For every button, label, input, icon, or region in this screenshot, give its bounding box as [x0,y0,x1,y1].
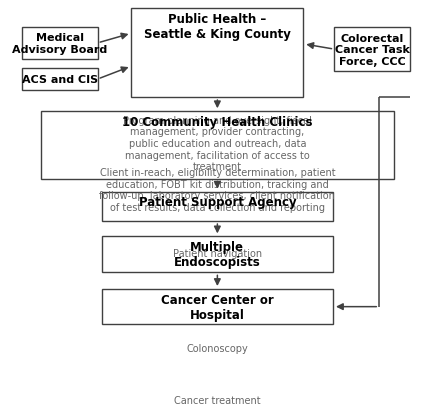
Text: Client in-reach, eligibility determination, patient
education, FOBT kit distribu: Client in-reach, eligibility determinati… [99,168,335,213]
FancyBboxPatch shape [102,289,333,324]
Text: Program planning and oversight, fiscal
management, provider contracting,
public : Program planning and oversight, fiscal m… [123,115,312,172]
Text: Colonoscopy: Colonoscopy [187,343,248,353]
FancyBboxPatch shape [131,9,303,98]
Text: Medical
Advisory Board: Medical Advisory Board [12,33,107,55]
Text: Patient navigation: Patient navigation [173,248,262,258]
Text: Public Health –
Seattle & King County: Public Health – Seattle & King County [144,13,291,41]
Text: Patient Support Agency: Patient Support Agency [139,196,296,209]
FancyBboxPatch shape [102,237,333,273]
FancyBboxPatch shape [102,192,333,222]
Text: Cancer treatment: Cancer treatment [174,395,261,405]
Text: Multiple
Endoscopists: Multiple Endoscopists [174,241,261,269]
FancyBboxPatch shape [22,69,97,91]
Text: 10 Community Health Clinics: 10 Community Health Clinics [122,116,313,129]
Text: Cancer Center or
Hospital: Cancer Center or Hospital [161,293,274,321]
FancyBboxPatch shape [334,28,410,72]
FancyBboxPatch shape [41,112,394,179]
Text: ACS and CIS: ACS and CIS [22,75,98,85]
FancyBboxPatch shape [22,28,97,60]
Text: Colorectal
Cancer Task
Force, CCC: Colorectal Cancer Task Force, CCC [335,34,410,66]
